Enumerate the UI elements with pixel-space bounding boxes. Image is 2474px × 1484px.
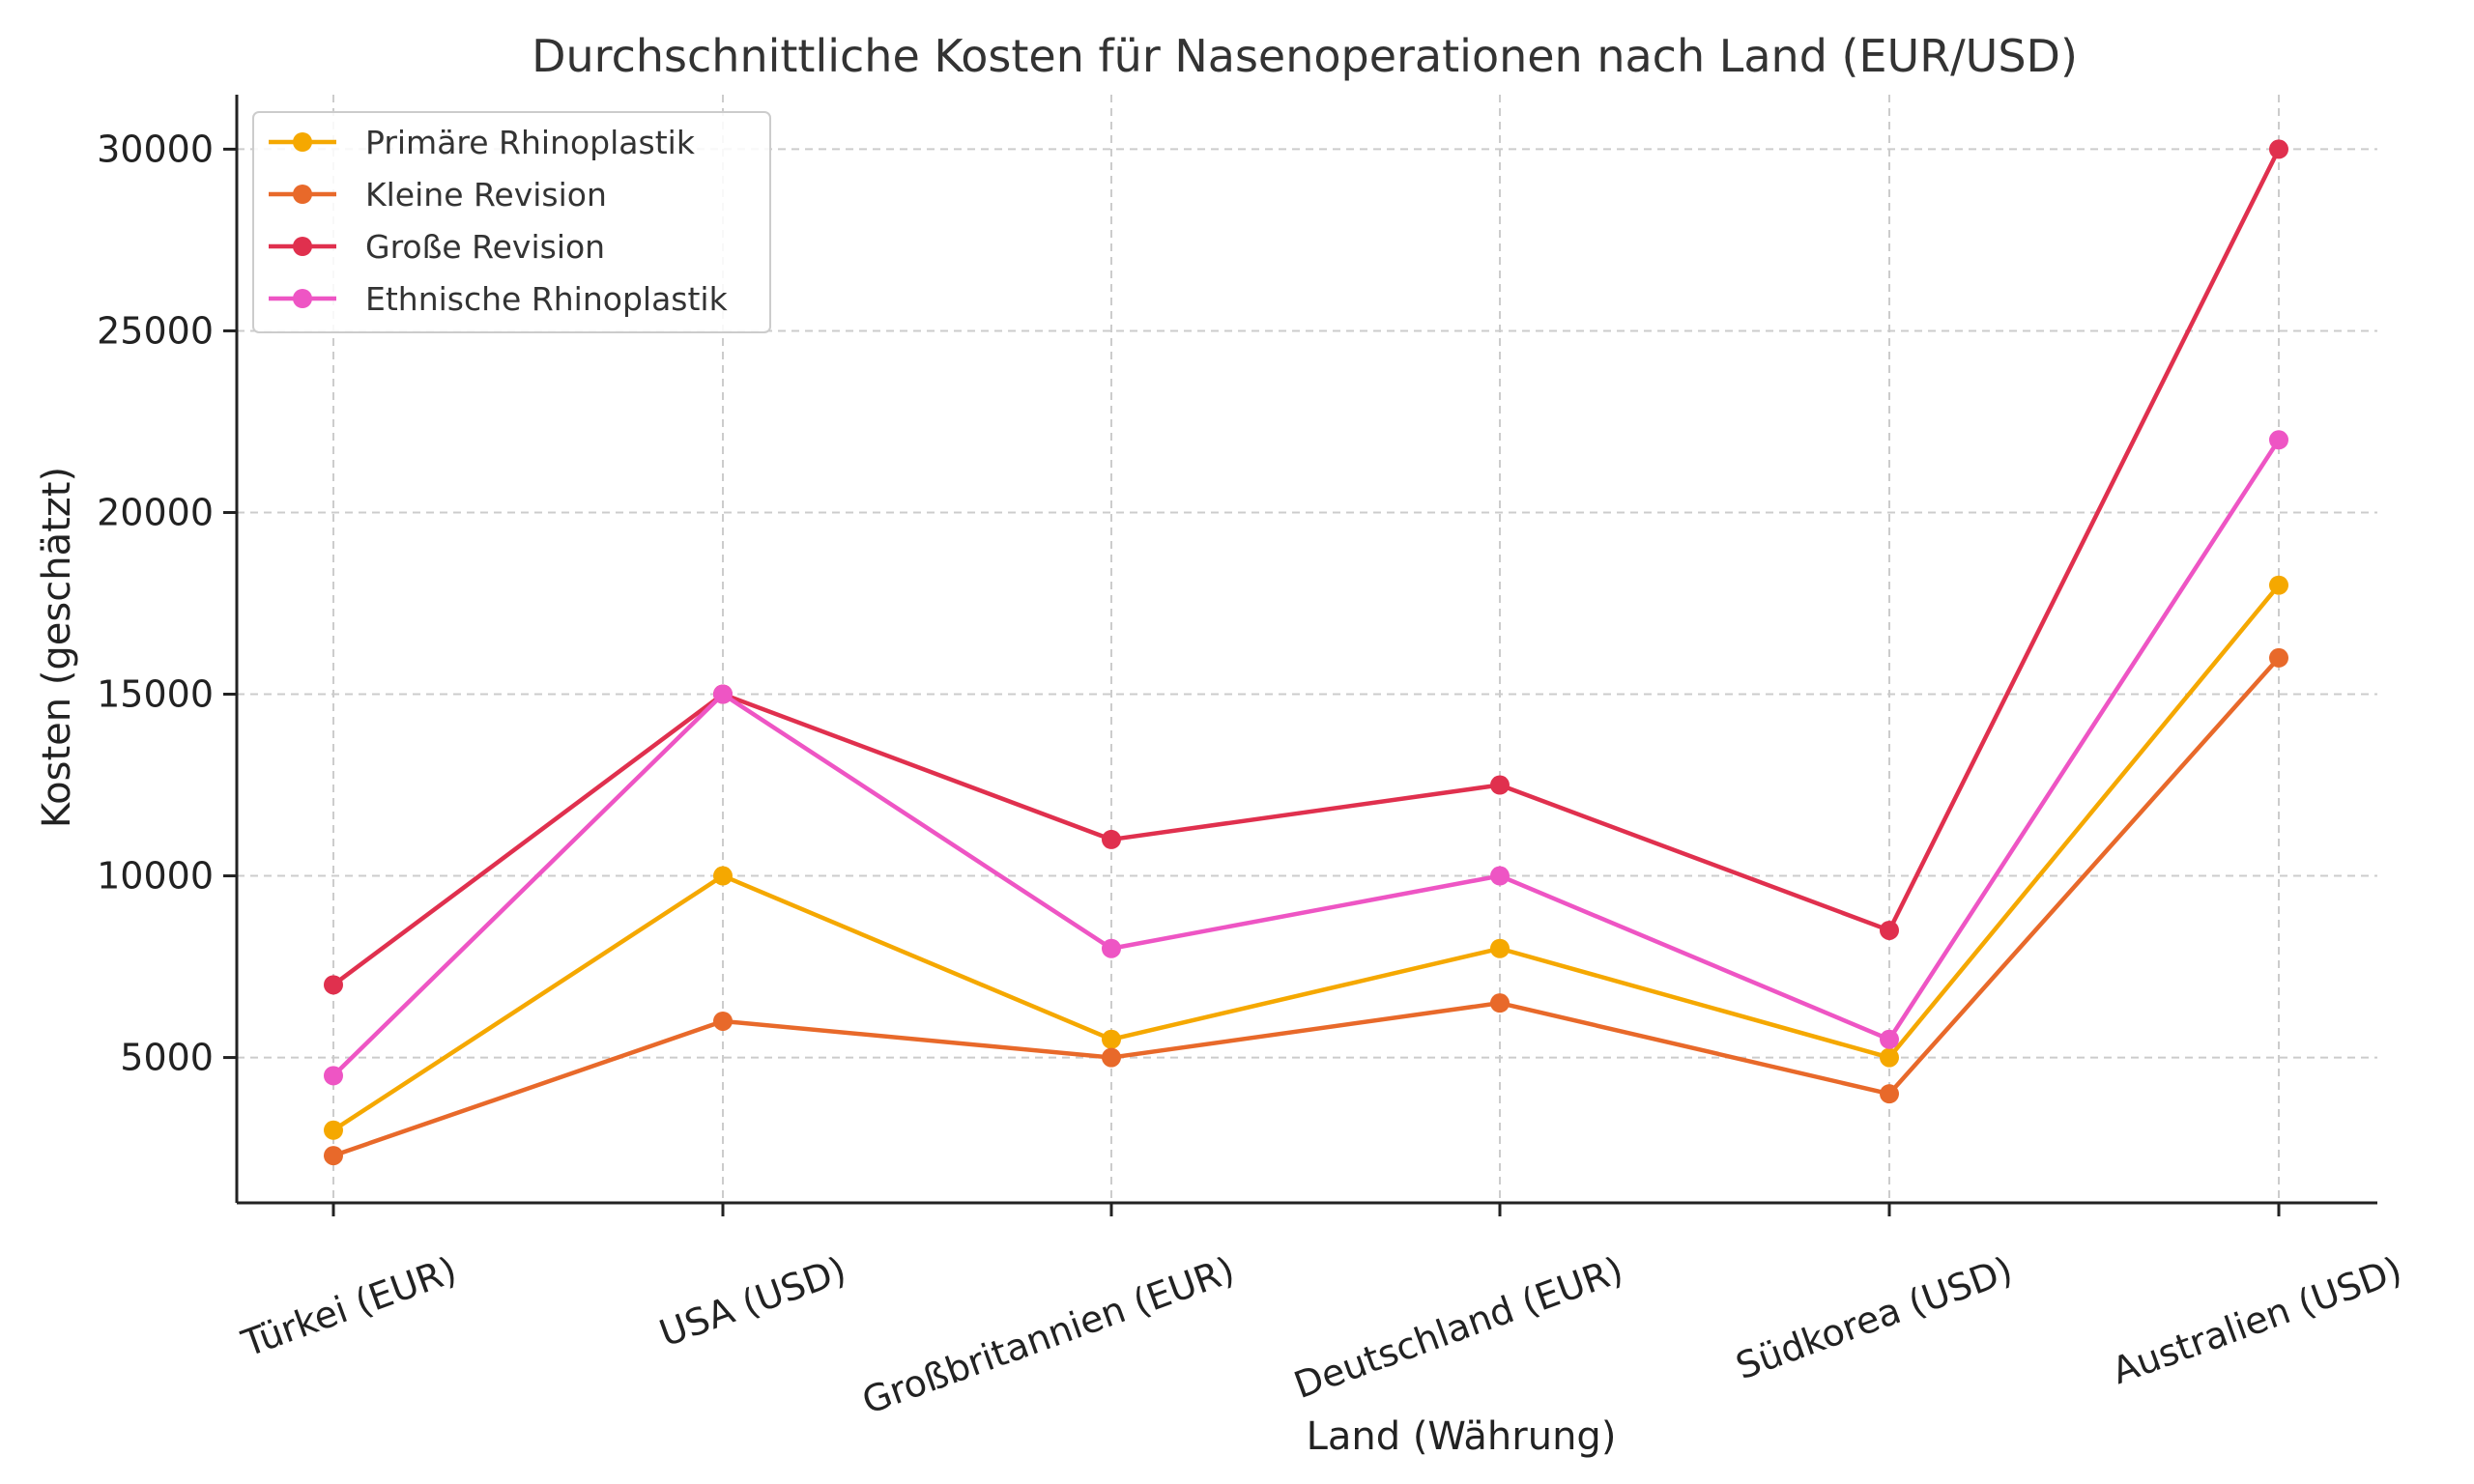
series-line bbox=[331, 148, 2282, 987]
y-tick-label: 30000 bbox=[97, 128, 214, 170]
y-axis-label: Kosten (geschätzt) bbox=[35, 467, 79, 828]
data-point bbox=[324, 1066, 343, 1086]
legend-swatch-marker bbox=[293, 289, 312, 308]
series-3 bbox=[324, 430, 2288, 1086]
legend-item: Ethnische Rhinoplastik bbox=[269, 280, 729, 318]
y-tick-label: 25000 bbox=[97, 309, 214, 352]
series-2 bbox=[324, 139, 2288, 995]
data-point bbox=[1880, 1084, 1899, 1104]
data-point bbox=[324, 1146, 343, 1166]
series-1 bbox=[324, 647, 2288, 1166]
data-point bbox=[713, 684, 733, 704]
data-point bbox=[1490, 938, 1510, 958]
data-point bbox=[1102, 1029, 1121, 1049]
x-tick-label: USA (USD) bbox=[654, 1248, 851, 1355]
data-point bbox=[1490, 866, 1510, 886]
legend-label: Kleine Revision bbox=[365, 176, 607, 214]
legend-item: Kleine Revision bbox=[269, 176, 607, 214]
y-tick-label: 15000 bbox=[97, 673, 214, 716]
y-tick-label: 5000 bbox=[120, 1037, 214, 1079]
x-axis-label: Land (Währung) bbox=[1307, 1414, 1617, 1459]
data-point bbox=[324, 975, 343, 995]
data-point bbox=[2269, 575, 2288, 595]
series-line bbox=[331, 584, 2281, 1132]
legend-label: Große Revision bbox=[365, 228, 605, 266]
data-point bbox=[1880, 1047, 1899, 1068]
legend-item: Primäre Rhinoplastik bbox=[269, 124, 696, 161]
data-point bbox=[713, 1011, 733, 1031]
y-tick-label: 20000 bbox=[97, 491, 214, 533]
data-point bbox=[1490, 993, 1510, 1013]
x-tick-label: Türkei (EUR) bbox=[236, 1248, 462, 1365]
legend-swatch-marker bbox=[293, 237, 312, 256]
data-point bbox=[1880, 1029, 1899, 1049]
chart-title: Durchschnittliche Kosten für Nasenoperat… bbox=[532, 30, 2078, 82]
legend-swatch-marker bbox=[293, 185, 312, 204]
series-line bbox=[332, 656, 2281, 1158]
series-0 bbox=[324, 575, 2288, 1140]
data-point bbox=[713, 866, 733, 886]
legend: Primäre Rhinoplastik Kleine Revision Große… bbox=[252, 111, 771, 333]
x-tick-label: Australien (USD) bbox=[2107, 1248, 2407, 1392]
data-point bbox=[1880, 920, 1899, 940]
data-point bbox=[324, 1120, 343, 1140]
legend-item: Große Revision bbox=[269, 228, 605, 266]
data-point bbox=[2269, 647, 2288, 668]
legend-box bbox=[252, 111, 771, 333]
data-point bbox=[2269, 430, 2288, 450]
data-point bbox=[1102, 829, 1121, 849]
legend-label: Ethnische Rhinoplastik bbox=[365, 280, 729, 318]
data-point bbox=[2269, 139, 2288, 159]
legend-label: Primäre Rhinoplastik bbox=[365, 124, 696, 161]
series-line bbox=[331, 439, 2281, 1077]
x-tick-label: Deutschland (EUR) bbox=[1288, 1248, 1628, 1407]
data-point bbox=[1102, 1047, 1121, 1068]
x-tick-label: Südkorea (USD) bbox=[1731, 1248, 2019, 1387]
data-point bbox=[1490, 775, 1510, 795]
series-layer bbox=[324, 139, 2288, 1166]
legend-swatch-marker bbox=[293, 132, 312, 152]
y-tick-label: 10000 bbox=[97, 855, 214, 898]
data-point bbox=[1102, 938, 1121, 958]
x-tick-label: Großbritannien (EUR) bbox=[856, 1248, 1240, 1422]
